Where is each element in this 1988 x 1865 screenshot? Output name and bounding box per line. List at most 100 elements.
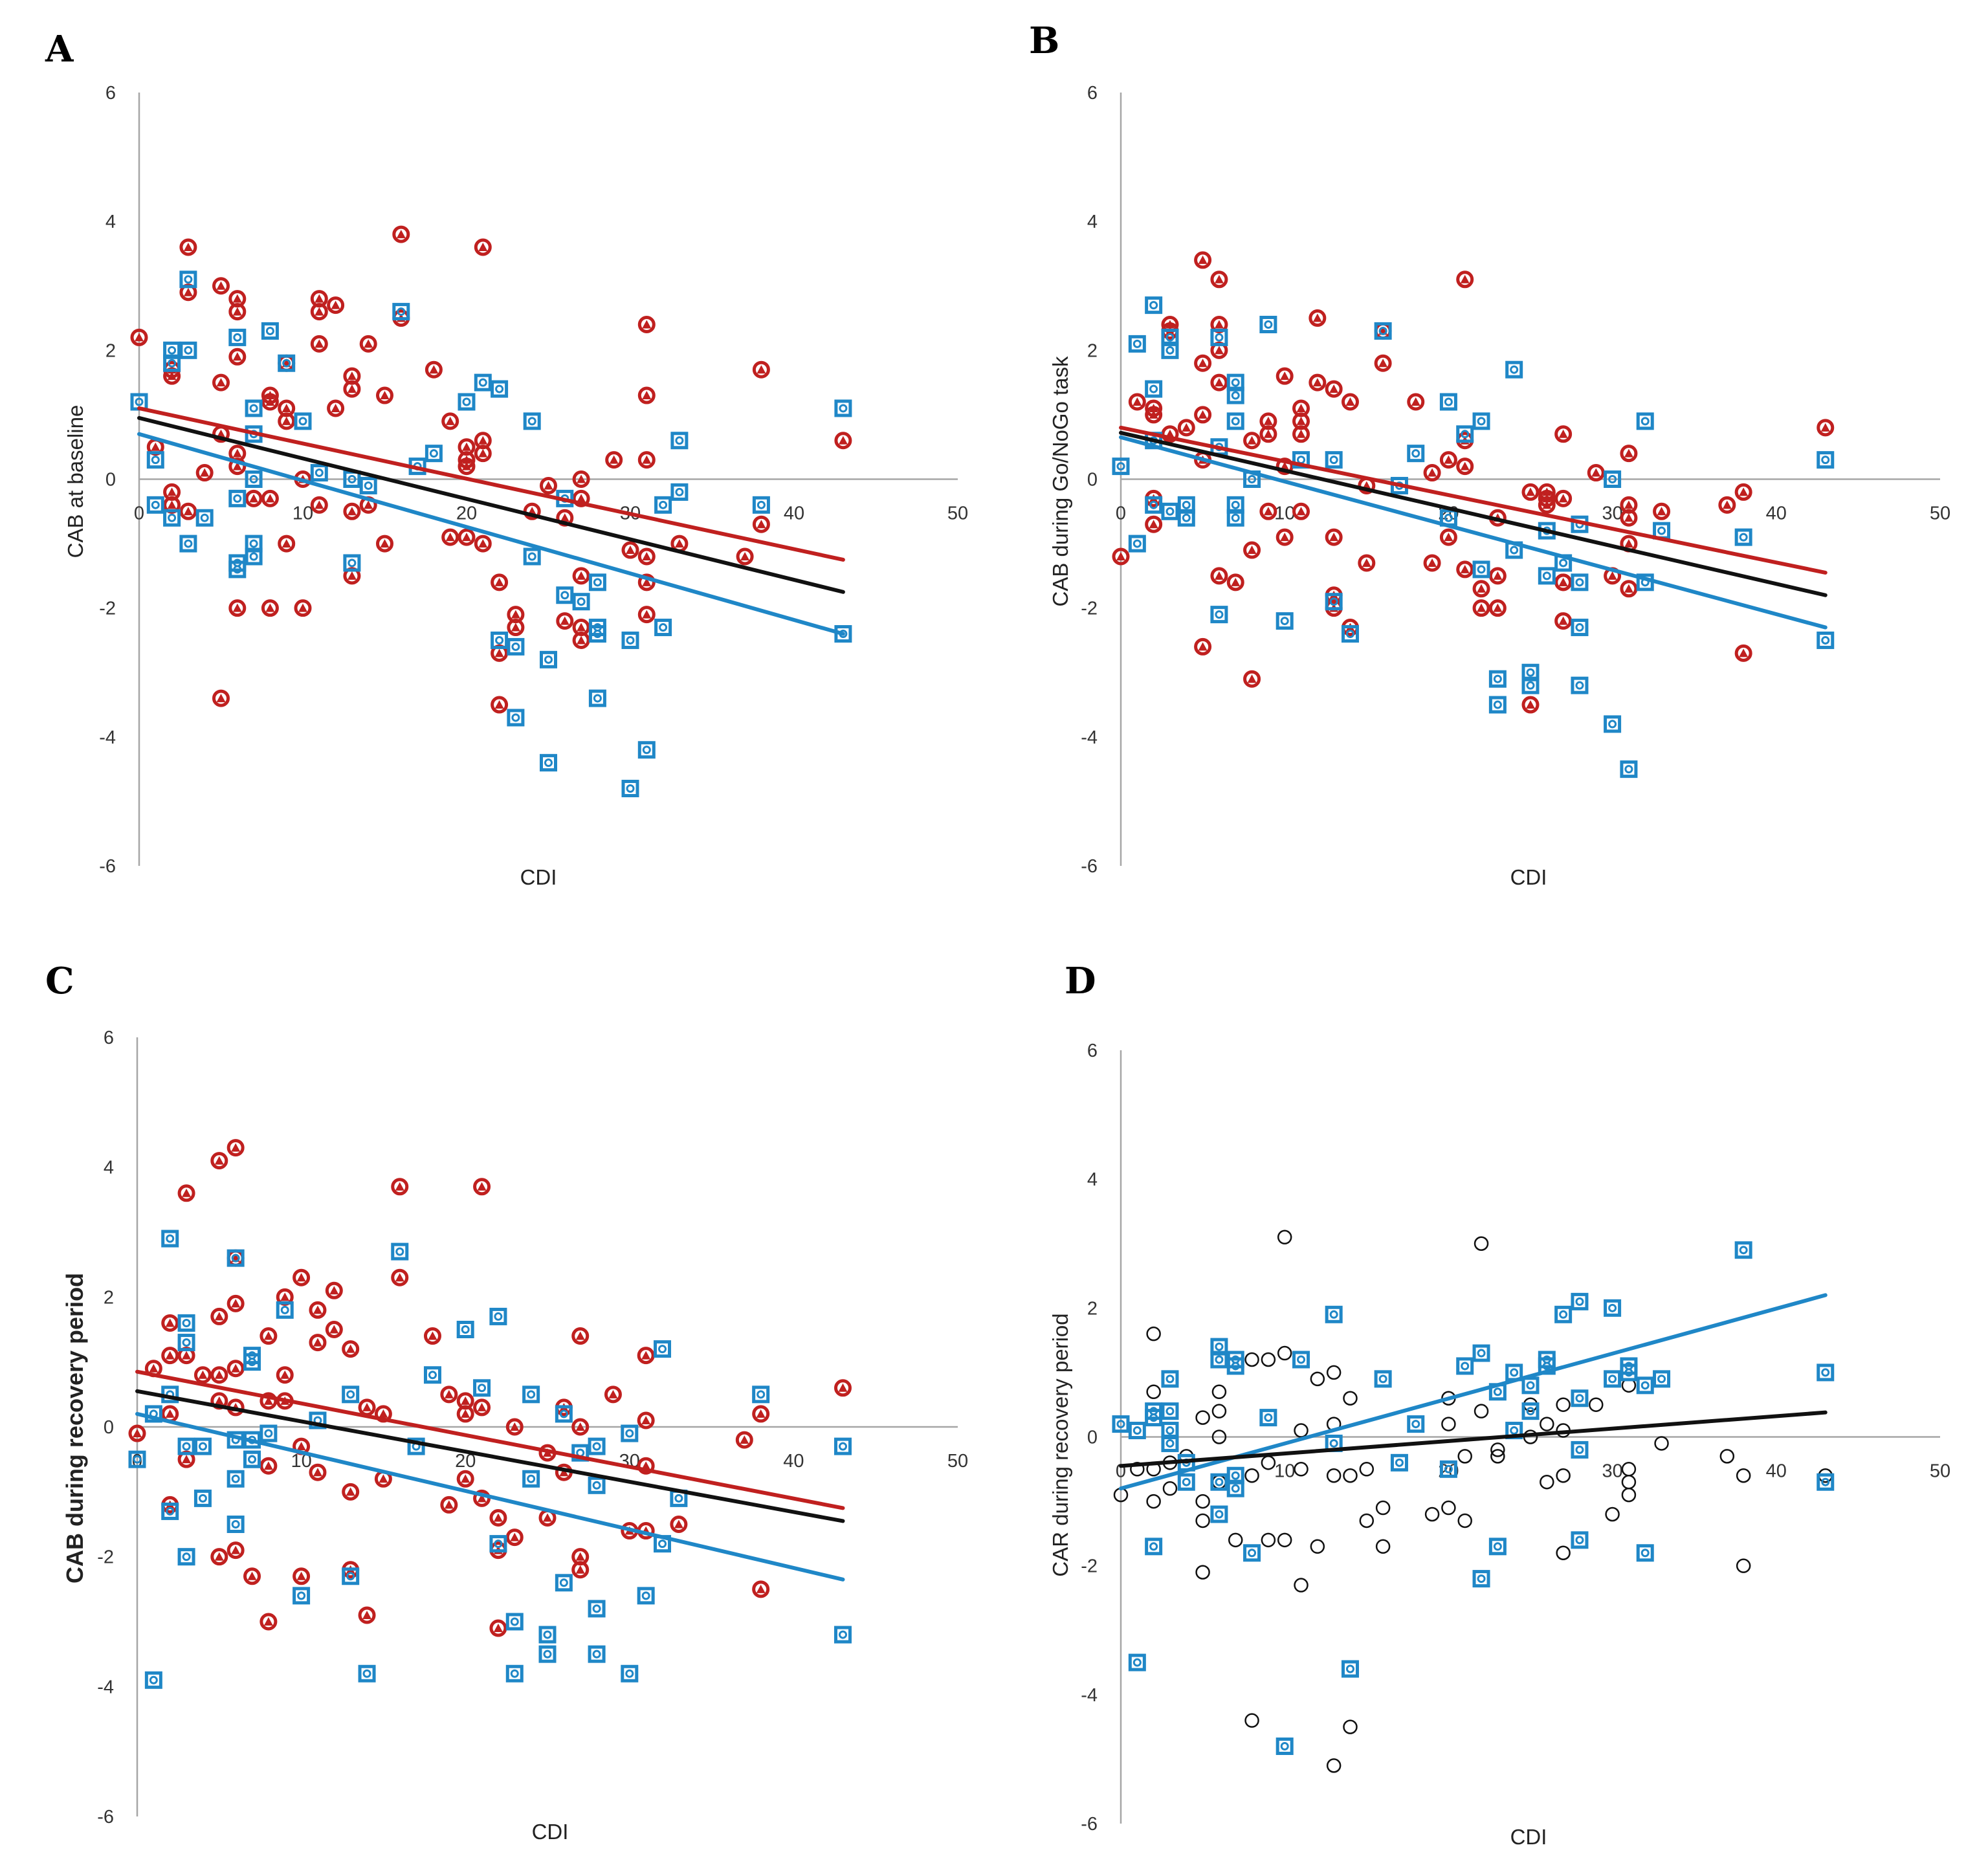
data-point [1128,393,1146,411]
data-point [1620,760,1638,778]
data-point [1521,676,1540,694]
data-point [1736,1558,1751,1573]
trendline-red [135,1369,845,1510]
data-point [491,380,509,398]
data-point [212,689,230,707]
data-point [260,1613,278,1631]
data-point [1734,483,1752,501]
data-point [1145,515,1163,533]
data-point [144,1671,162,1689]
data-point [1439,528,1457,546]
data-point [1326,1365,1342,1380]
data-point [473,1178,491,1196]
data-point [1210,1351,1228,1369]
data-point [179,270,197,289]
data-point [474,535,492,553]
data-point [1423,554,1441,572]
data-point [1211,1404,1227,1418]
data-point [637,1411,655,1429]
data-point [1325,528,1343,546]
data-point [1571,573,1589,591]
data-point [1325,593,1343,611]
data-point [343,380,361,398]
data-point [1621,1462,1637,1477]
data-point [1162,1481,1178,1496]
data-point [1554,573,1573,591]
data-point [670,1516,688,1533]
data-point [637,741,656,759]
data-point [1456,1357,1474,1375]
data-point [637,451,656,469]
data-point [1407,393,1425,411]
data-point [1817,419,1835,437]
series-red-triangles [1112,251,1835,714]
data-point [1211,1384,1227,1400]
trendline-black [137,415,845,594]
data-point [228,560,247,579]
data-point [523,547,541,566]
y-tick-label: -6 [97,1807,114,1827]
data-point [1326,1468,1342,1483]
data-point [1294,1462,1309,1477]
x-tick-label: 0 [1116,503,1126,524]
data-point [1161,502,1179,520]
data-point [376,386,393,404]
data-point [474,445,492,463]
data-point [1177,419,1195,437]
data-point [228,348,247,366]
series-blue-squares [1112,1241,1835,1755]
data-point [474,238,492,256]
data-point [1456,458,1474,476]
data-point [1621,1487,1637,1503]
data-point [1620,580,1638,598]
y-tick-label: 4 [1087,212,1098,232]
data-point [1343,1468,1358,1483]
data-point [571,1561,590,1579]
panel-letter-a: A [45,28,74,71]
data-point [1243,541,1261,559]
data-point [1128,335,1146,353]
panel-letter-c: C [45,960,74,1002]
data-point [210,1366,228,1384]
data-point [1817,1363,1835,1382]
data-point [491,696,509,714]
x-axis-label-a: CDI [520,865,557,889]
data-point [1226,412,1244,430]
data-point [1145,296,1163,315]
trendline-black [135,1389,845,1523]
data-point [1244,1352,1259,1367]
data-point [604,1385,622,1404]
data-point [325,1321,343,1338]
data-point [1488,599,1507,617]
data-point [1636,412,1654,430]
data-point [243,1567,261,1585]
data-point [440,1495,458,1514]
data-point [245,399,263,417]
data-point [1145,496,1163,514]
data-point [637,316,656,333]
data-point [327,296,345,315]
data-point [522,1385,540,1404]
y-tick-label: -6 [1081,856,1098,877]
data-point [1554,612,1573,630]
data-point [1653,522,1671,540]
data-point [736,547,754,566]
data-point [195,509,214,527]
data-point [1734,1241,1752,1259]
data-point [1734,644,1752,662]
data-point [1177,1473,1195,1491]
x-tick-label: 50 [947,1451,968,1472]
data-point [1374,322,1392,340]
y-axis-label-d: CAR during recovery period [1048,1313,1072,1576]
data-point [1556,1468,1571,1483]
data-point [572,489,590,507]
panel-d: D CAR during recovery period CDI 6 4 2 0 -2 -… [1048,960,1950,1849]
data-point [491,573,509,591]
data-point [342,1385,360,1404]
y-tick-label: -4 [97,1677,114,1697]
data-point [1259,1409,1277,1427]
data-point [1604,1370,1622,1388]
data-point [228,599,247,617]
data-point [1195,1494,1210,1509]
